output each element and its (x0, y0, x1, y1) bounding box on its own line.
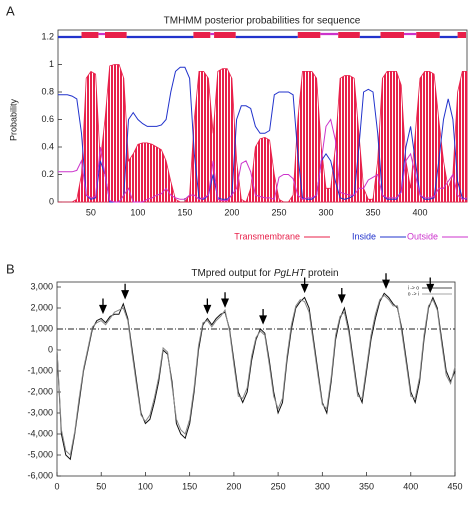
y-tick-label: -3,000 (27, 407, 53, 417)
y-tick-label: 0.6 (41, 114, 54, 124)
arrow (203, 298, 212, 315)
y-tick-label: 1,000 (30, 323, 53, 333)
x-tick-label: 0 (54, 481, 59, 491)
arrow (121, 283, 130, 300)
x-tick-label: 300 (318, 207, 333, 217)
line (56, 294, 456, 456)
topology-segment (338, 32, 360, 38)
y-tick-label: 0.2 (41, 169, 54, 179)
x-tick-label: 300 (315, 481, 330, 491)
panel-label: A (6, 3, 15, 18)
y-tick-label: -5,000 (27, 449, 53, 459)
line (56, 292, 456, 461)
x-tick-label: 400 (403, 481, 418, 491)
x-tick-label: 150 (182, 481, 197, 491)
y-tick-label: 0.8 (41, 86, 54, 96)
x-tick-label: 50 (86, 207, 96, 217)
arrow (221, 292, 230, 308)
legend-label: Transmembrane (234, 231, 300, 241)
x-tick-label: 350 (365, 207, 380, 217)
topology-segment (297, 32, 321, 38)
x-tick-label: 100 (130, 207, 145, 217)
x-tick-label: 150 (177, 207, 192, 217)
arrow (300, 277, 309, 294)
arrow (337, 288, 346, 304)
arrow (259, 309, 268, 325)
title-part: PgLHT (274, 268, 306, 279)
x-tick-label: 200 (226, 481, 241, 491)
plot-frame (56, 281, 456, 477)
y-tick-label: -1,000 (27, 365, 53, 375)
y-tick-label: -6,000 (27, 470, 53, 480)
arrow (99, 298, 107, 315)
legend-label: o -> i (408, 291, 419, 297)
x-tick-label: 50 (96, 481, 106, 491)
title-part: TMpred output for (191, 268, 271, 279)
topology-segment (457, 32, 467, 38)
y-tick-label: 2,000 (30, 302, 53, 312)
x-tick-label: 450 (447, 481, 462, 491)
topology-segment (380, 32, 405, 38)
topology-segment (416, 32, 440, 38)
y-tick-label: -4,000 (27, 428, 53, 438)
topology-segment (105, 32, 127, 38)
legend-label: Inside (352, 231, 376, 241)
line (58, 118, 468, 203)
panel-label: B (6, 261, 15, 276)
chart-title: TMpred output for PgLHT protein (191, 268, 338, 279)
topology-segment (81, 32, 99, 38)
y-tick-label: 3,000 (30, 281, 53, 291)
x-tick-label: 200 (224, 207, 239, 217)
y-tick-label: 1 (49, 59, 54, 69)
y-tick-label: 0.4 (41, 141, 54, 151)
legend-label: Outside (407, 231, 438, 241)
x-tick-label: 100 (138, 481, 153, 491)
legend-label: i -> o (408, 285, 419, 291)
title-part: protein (308, 268, 339, 279)
area (58, 64, 468, 203)
arrow (426, 277, 435, 294)
y-tick-label: 0 (49, 196, 54, 206)
y-axis-label: Probability (8, 98, 18, 141)
y-tick-label: 0 (48, 344, 53, 354)
x-tick-label: 250 (271, 207, 286, 217)
y-tick-label: 1.2 (41, 31, 54, 41)
x-tick-label: 400 (412, 207, 427, 217)
arrow (382, 273, 390, 289)
x-tick-label: 350 (359, 481, 374, 491)
x-tick-label: 250 (271, 481, 286, 491)
y-tick-label: -2,000 (27, 386, 53, 396)
topology-segment (193, 32, 211, 38)
topology-segment (214, 32, 236, 38)
chart-title: TMHMM posterior probabilities for sequen… (164, 16, 361, 27)
